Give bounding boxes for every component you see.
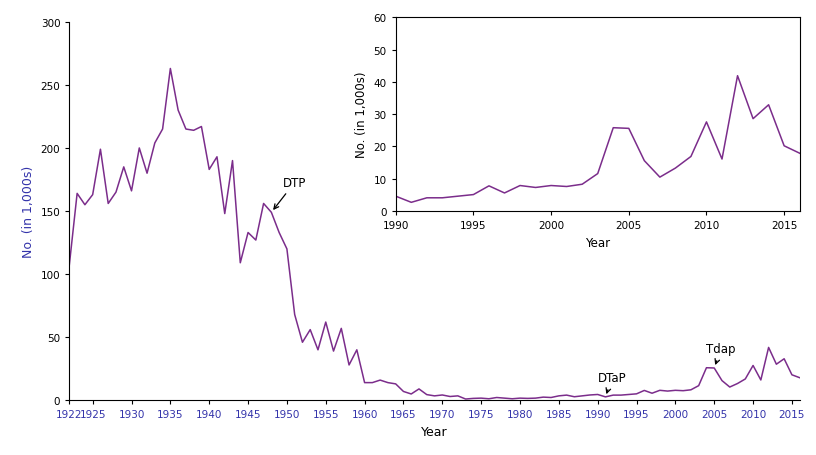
Y-axis label: No. (in 1,000s): No. (in 1,000s) bbox=[355, 72, 368, 158]
Text: DTaP: DTaP bbox=[597, 372, 627, 393]
Text: DTP: DTP bbox=[274, 177, 306, 210]
Y-axis label: No. (in 1,000s): No. (in 1,000s) bbox=[22, 166, 35, 258]
Text: Tdap: Tdap bbox=[707, 343, 736, 364]
X-axis label: Year: Year bbox=[421, 425, 448, 438]
X-axis label: Year: Year bbox=[585, 236, 610, 249]
